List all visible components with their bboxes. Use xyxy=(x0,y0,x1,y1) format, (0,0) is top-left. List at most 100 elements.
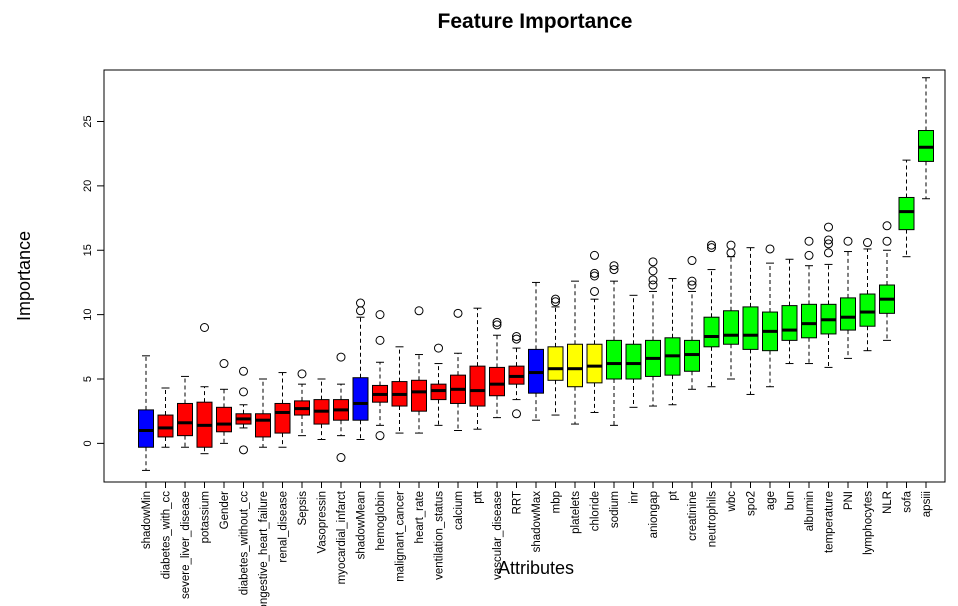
x-category-label: wbc xyxy=(726,491,738,513)
x-category-label: ptt xyxy=(473,490,485,504)
x-category-label: diabetes_with_cc xyxy=(161,491,173,579)
x-category-label: pt xyxy=(668,490,680,500)
box-shadow xyxy=(353,378,368,420)
boxplot-platelets xyxy=(568,281,583,424)
boxplot-wbc xyxy=(724,241,739,379)
x-category-label: congestive_heart_failure xyxy=(258,491,270,606)
boxplot-myocardial_infarct xyxy=(334,353,349,461)
outlier-point xyxy=(688,257,696,265)
outlier-point xyxy=(591,251,599,259)
y-tick-label: 20 xyxy=(82,180,94,192)
x-category-label: severe_liver_disease xyxy=(180,491,192,599)
x-category-label: malignant_cancer xyxy=(395,491,407,582)
x-category-label: aniongap xyxy=(648,491,660,538)
boxplot-NLR xyxy=(880,222,895,341)
y-tick-label: 5 xyxy=(82,376,94,382)
box-confirmed xyxy=(802,304,817,337)
x-category-label: shadowMean xyxy=(356,491,368,559)
x-category-label: spo2 xyxy=(746,491,758,516)
outlier-point xyxy=(376,336,384,344)
box-confirmed xyxy=(860,294,875,326)
outlier-point xyxy=(727,241,735,249)
outlier-point xyxy=(357,299,365,307)
box-shadow xyxy=(139,410,154,447)
x-category-label: bun xyxy=(785,491,797,510)
x-category-label: ventilation_status xyxy=(434,491,446,580)
x-category-label: lymphocytes xyxy=(863,491,875,555)
boxplot-calcium xyxy=(451,309,466,430)
box-confirmed xyxy=(626,344,641,379)
boxplot-RRT xyxy=(509,333,524,418)
y-tick-label: 10 xyxy=(82,309,94,321)
boxplot-neutrophils xyxy=(704,241,719,387)
x-category-label: creatinine xyxy=(687,491,699,541)
box-rejected xyxy=(178,403,193,435)
outlier-point xyxy=(825,223,833,231)
x-category-label: hemoglobin xyxy=(375,491,387,550)
x-category-label: PNI xyxy=(843,491,855,510)
boxplot-malignant_cancer xyxy=(392,347,407,433)
boxplot-Vasopressin xyxy=(314,379,329,440)
outlier-point xyxy=(649,258,657,266)
y-tick-label: 0 xyxy=(82,440,94,446)
x-category-label: NLR xyxy=(882,491,894,514)
boxplots xyxy=(139,78,934,471)
box-rejected xyxy=(158,415,173,437)
y-tick-label: 15 xyxy=(82,244,94,256)
box-rejected xyxy=(412,380,427,411)
outlier-point xyxy=(240,367,248,375)
x-axis: shadowMin diabetes_with_cc severe_liver_di… xyxy=(141,482,933,606)
x-category-label: apsiii xyxy=(921,491,933,517)
outlier-point xyxy=(220,360,228,368)
outlier-point xyxy=(240,388,248,396)
box-rejected xyxy=(470,366,485,406)
outlier-point xyxy=(240,446,248,454)
boxplot-mbp xyxy=(548,295,563,415)
boxplot-spo2 xyxy=(743,248,758,395)
boxplot-aniongap xyxy=(646,258,661,406)
boxplot-sodium xyxy=(607,262,622,426)
boxplot-age xyxy=(763,245,778,387)
outlier-point xyxy=(376,432,384,440)
boxplot-chloride xyxy=(587,251,602,412)
outlier-point xyxy=(727,249,735,257)
boxplot-vascular_disease xyxy=(490,318,505,417)
x-axis-label: Attributes xyxy=(498,558,574,578)
boxplot-ventilation_status xyxy=(431,344,446,425)
outlier-point xyxy=(649,267,657,275)
x-category-label: calcium xyxy=(453,491,465,530)
x-category-label: neutrophils xyxy=(707,491,719,548)
box-confirmed xyxy=(607,340,622,379)
boxplot-congestive_heart_failure xyxy=(256,379,271,447)
boxplot-ptt xyxy=(470,308,485,429)
boxplot-potassium xyxy=(197,324,212,454)
outlier-point xyxy=(825,249,833,257)
box-confirmed xyxy=(724,311,739,344)
boxplot-diabetes_with_cc xyxy=(158,388,173,447)
chart-title: Feature Importance xyxy=(438,10,633,33)
boxplot-apsiii xyxy=(919,78,934,199)
boxplot-renal_disease xyxy=(275,373,290,448)
box-tentative xyxy=(548,347,563,380)
outlier-point xyxy=(883,237,891,245)
y-axis-label: Importance xyxy=(14,231,34,321)
outlier-point xyxy=(883,222,891,230)
boxplot-bun xyxy=(782,259,797,363)
box-rejected xyxy=(256,414,271,437)
boxplot-Gender xyxy=(217,360,232,444)
box-tentative xyxy=(587,344,602,383)
x-category-label: shadowMax xyxy=(531,491,543,553)
x-category-label: age xyxy=(765,491,777,510)
outlier-point xyxy=(591,287,599,295)
x-category-label: heart_rate xyxy=(414,491,426,543)
outlier-point xyxy=(454,309,462,317)
boxplot-shadowMean xyxy=(353,299,368,439)
x-category-label: Sepsis xyxy=(297,491,309,526)
box-confirmed xyxy=(782,306,797,341)
x-category-label: Vasopressin xyxy=(317,491,329,553)
box-rejected xyxy=(275,403,290,433)
outlier-point xyxy=(201,324,209,332)
x-category-label: Gender xyxy=(219,491,231,530)
x-category-label: diabetes_without_cc xyxy=(239,491,251,595)
outlier-point xyxy=(357,307,365,315)
